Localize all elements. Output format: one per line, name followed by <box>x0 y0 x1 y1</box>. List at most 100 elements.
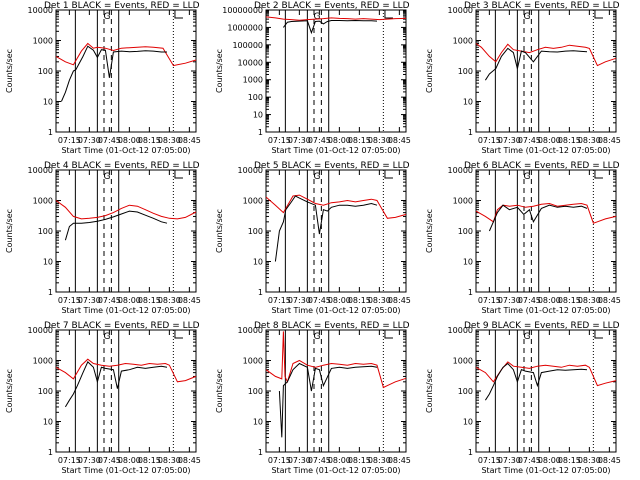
det5-xtick-label: 07:45 <box>308 296 331 305</box>
det8-marker-letter: G <box>313 332 320 342</box>
det4-ytick-label: 10 <box>43 258 53 267</box>
det7-title: Det 7 BLACK = Events, RED = LLD <box>44 321 200 331</box>
det3-xtick-label: 07:15 <box>478 136 501 145</box>
det6-xtick-label: 08:30 <box>578 296 601 305</box>
det5-xtick-label: 08:30 <box>368 296 391 305</box>
det7-xtick-label: 07:30 <box>78 456 101 465</box>
det4-ytick-label: 100 <box>38 227 53 236</box>
det4-panel: Det 4 BLACK = Events, RED = LLD 1 10 100 100… <box>5 161 201 315</box>
det9-ytick-label: 100 <box>458 387 473 396</box>
det3-axes-frame <box>475 9 617 133</box>
det2-ytick-label: 100 <box>248 93 263 102</box>
det2-events-line <box>283 19 378 35</box>
det3-xtick-label: 07:45 <box>518 136 541 145</box>
det3-xtick-label: 08:00 <box>538 136 561 145</box>
det7-panel: Det 7 BLACK = Events, RED = LLD 1 10 100 100… <box>5 321 201 475</box>
det2-ytick-label: 1000 <box>243 76 263 85</box>
det9-xtick-label: 08:45 <box>598 456 621 465</box>
det5-ytick-label: 100 <box>248 227 263 236</box>
det7-xtick-label: 08:45 <box>178 456 201 465</box>
det9-axes-frame <box>475 329 617 453</box>
det8-ytick-label: 1 <box>258 448 263 457</box>
det2-ytick-label: 10 <box>253 111 263 120</box>
det2-ylabel: Counts/sec <box>215 49 224 93</box>
det7-ylabel: Counts/sec <box>5 369 14 413</box>
det7-ytick-label: 1000 <box>33 357 53 366</box>
det9-xlabel: Start Time (01-Oct-12 07:05:00) <box>481 466 610 475</box>
det4-xtick-label: 08:45 <box>178 296 201 305</box>
det3-xtick-label: 08:45 <box>598 136 621 145</box>
det5-title: Det 5 BLACK = Events, RED = LLD <box>254 161 410 171</box>
det6-ylabel: Counts/sec <box>425 209 434 253</box>
det8-lld-line <box>265 331 407 389</box>
det9-xtick-label: 07:30 <box>498 456 521 465</box>
det9-panel: Det 9 BLACK = Events, RED = LLD 1 10 100 100… <box>425 321 621 475</box>
det2-ytick-label: 10000 <box>238 58 263 67</box>
det1-panel: Det 1 BLACK = Events, RED = LLD 1 10 100 100… <box>5 1 201 155</box>
det5-lld-line <box>265 194 407 219</box>
det1-ytick-label: 10000 <box>28 6 53 15</box>
det8-xtick-label: 08:00 <box>328 456 351 465</box>
det5-ytick-label: 1000 <box>243 197 263 206</box>
det3-marker-letter: G <box>523 12 530 22</box>
det7-xlabel: Start Time (01-Oct-12 07:05:00) <box>61 466 190 475</box>
det3-corner-mark <box>594 10 603 19</box>
det1-ytick-label: 10 <box>43 98 53 107</box>
det4-xlabel: Start Time (01-Oct-12 07:05:00) <box>61 306 190 315</box>
det5-xtick-label: 08:00 <box>328 296 351 305</box>
det7-ytick-label: 10000 <box>28 326 53 335</box>
det9-xtick-label: 08:00 <box>538 456 561 465</box>
det8-events-line <box>278 362 378 438</box>
det1-ytick-label: 1 <box>48 128 53 137</box>
det6-xlabel: Start Time (01-Oct-12 07:05:00) <box>481 306 610 315</box>
det5-ylabel: Counts/sec <box>215 209 224 253</box>
det3-ylabel: Counts/sec <box>425 49 434 93</box>
det5-xtick-label: 07:15 <box>268 296 291 305</box>
det1-xtick-label: 07:30 <box>78 136 101 145</box>
det1-lld-line <box>55 42 197 67</box>
det9-ytick-label: 1 <box>468 448 473 457</box>
det7-ytick-label: 100 <box>38 387 53 396</box>
det8-xtick-label: 08:30 <box>368 456 391 465</box>
det7-xtick-label: 07:45 <box>98 456 121 465</box>
det5-xtick-label: 08:45 <box>388 296 411 305</box>
det2-xtick-label: 08:15 <box>348 136 371 145</box>
det9-xtick-label: 07:15 <box>478 456 501 465</box>
det6-ytick-label: 100 <box>458 227 473 236</box>
det8-panel: Det 8 BLACK = Events, RED = LLD 1 10 100 100… <box>215 321 411 475</box>
det2-xtick-label: 08:30 <box>368 136 391 145</box>
det7-xtick-label: 08:30 <box>158 456 181 465</box>
det3-xtick-label: 07:30 <box>498 136 521 145</box>
det3-ytick-label: 10 <box>463 98 473 107</box>
det3-xtick-label: 08:30 <box>578 136 601 145</box>
det2-marker-letter: G <box>313 12 320 22</box>
det7-xtick-label: 08:00 <box>118 456 141 465</box>
det6-title: Det 6 BLACK = Events, RED = LLD <box>464 161 620 171</box>
det5-ytick-label: 10000 <box>238 166 263 175</box>
det1-xtick-label: 08:00 <box>118 136 141 145</box>
det5-marker-letter: G <box>313 172 320 182</box>
det3-title: Det 3 BLACK = Events, RED = LLD <box>464 1 620 11</box>
det9-corner-mark <box>594 330 603 339</box>
det8-xlabel: Start Time (01-Oct-12 07:05:00) <box>271 466 400 475</box>
det1-title: Det 1 BLACK = Events, RED = LLD <box>44 1 200 11</box>
det1-xtick-label: 07:15 <box>58 136 81 145</box>
det5-ytick-label: 1 <box>258 288 263 297</box>
det4-ytick-label: 1 <box>48 288 53 297</box>
det6-ytick-label: 10 <box>463 258 473 267</box>
det8-ytick-label: 1000 <box>243 357 263 366</box>
det6-events-line <box>488 204 588 232</box>
det2-xtick-label: 07:30 <box>288 136 311 145</box>
det7-lld-line <box>55 358 197 383</box>
det2-xtick-label: 08:45 <box>388 136 411 145</box>
det6-axes-frame <box>475 169 617 293</box>
det1-xtick-label: 08:45 <box>178 136 201 145</box>
det6-xtick-label: 08:45 <box>598 296 621 305</box>
det3-ytick-label: 1000 <box>453 37 473 46</box>
det4-ytick-label: 1000 <box>33 197 53 206</box>
det6-marker-letter: G <box>523 172 530 182</box>
det2-xtick-label: 07:15 <box>268 136 291 145</box>
det5-corner-mark <box>384 170 393 179</box>
det3-lld-line <box>475 43 617 67</box>
det1-corner-mark <box>174 10 183 19</box>
